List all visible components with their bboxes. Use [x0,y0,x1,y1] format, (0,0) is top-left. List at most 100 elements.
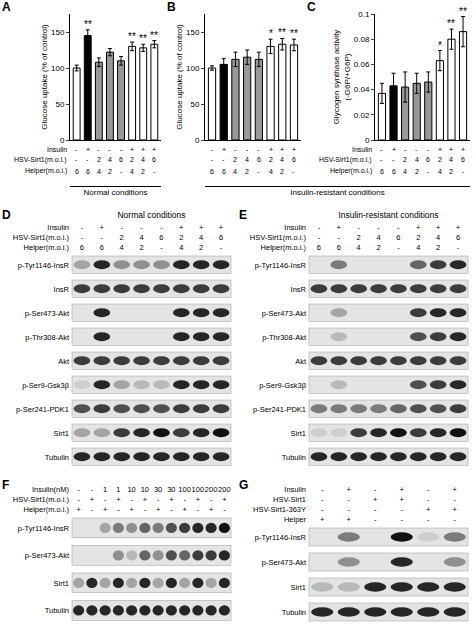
svg-text:100: 100 [51,64,65,73]
svg-text:+: + [392,146,396,153]
svg-text:4: 4 [403,168,407,175]
svg-text:Glucose uptake (% of control): Glucose uptake (% of control) [175,24,184,130]
svg-text:p-Thr308-Akt: p-Thr308-Akt [262,333,307,342]
svg-text:+: + [156,505,161,514]
svg-text:-: - [348,505,351,514]
svg-text:2: 2 [415,168,419,175]
svg-text:-: - [374,505,377,514]
svg-text:**: ** [290,28,298,39]
svg-text:2: 2 [280,168,284,175]
svg-text:6: 6 [257,156,261,163]
svg-text:4: 4 [416,243,420,252]
svg-text:2: 2 [97,156,101,163]
svg-text:*: * [438,40,442,51]
svg-text:6: 6 [292,156,296,163]
svg-text:2: 2 [357,233,361,242]
svg-text:2: 2 [233,156,237,163]
svg-text:4: 4 [269,168,273,175]
svg-text:-: - [211,156,214,163]
svg-text:+: + [143,495,148,504]
svg-text:2: 2 [139,243,143,252]
svg-text:+: + [347,515,352,524]
svg-text:-: - [77,495,80,504]
svg-text:**: ** [459,6,467,17]
svg-text:6: 6 [210,168,214,175]
svg-text:Insulin(nM): Insulin(nM) [32,485,70,494]
svg-text:-: - [220,243,223,252]
svg-text:Glycogen synthase activity(-G6: Glycogen synthase activity(-G6P/+G6P) [332,30,351,125]
svg-text:10: 10 [127,485,135,494]
svg-text:Insulin: Insulin [284,223,306,232]
svg-text:**: ** [150,30,158,41]
svg-text:-: - [75,146,78,153]
svg-text:+: + [269,146,273,153]
svg-text:-: - [81,233,84,242]
svg-text:-: - [222,156,225,163]
svg-text:2: 2 [120,233,124,242]
svg-text:-: - [457,243,460,252]
svg-text:-: - [292,168,295,175]
svg-text:4: 4 [415,156,419,163]
svg-text:+: + [179,223,184,232]
svg-text:-: - [377,223,380,232]
svg-text:Helper(m.o.i.): Helper(m.o.i.) [24,243,70,252]
svg-text:p-Ser9-Gsk3β: p-Ser9-Gsk3β [22,381,70,390]
svg-text:6: 6 [80,243,84,252]
svg-text:-: - [211,146,214,153]
svg-text:-: - [108,146,111,153]
svg-text:+: + [103,505,108,514]
svg-text:+: + [453,505,458,514]
svg-text:2: 2 [130,156,134,163]
svg-text:+: + [426,505,431,514]
svg-text:+: + [449,146,453,153]
svg-text:E: E [239,208,247,222]
svg-text:p-Ser473-Akt: p-Ser473-Akt [262,309,307,318]
svg-text:6: 6 [152,156,156,163]
svg-text:*: * [269,28,273,39]
svg-text:4: 4 [436,233,440,242]
svg-text:100: 100 [178,485,191,494]
svg-text:+: + [320,515,325,524]
svg-text:Helper(m.o.i.): Helper(m.o.i.) [261,243,307,252]
svg-text:4: 4 [130,168,134,175]
svg-text:-: - [462,168,465,175]
svg-text:2: 2 [438,156,442,163]
svg-text:+: + [169,495,174,504]
svg-text:-: - [321,505,324,514]
svg-text:2: 2 [245,168,249,175]
svg-text:-: - [318,223,321,232]
svg-text:**: ** [84,19,92,30]
svg-text:+: + [222,495,227,504]
svg-text:+: + [130,146,134,153]
svg-text:HSV-Sirt1(m.o.i.): HSV-Sirt1(m.o.i.) [13,495,70,504]
svg-text:+: + [337,223,342,232]
svg-text:4: 4 [245,156,249,163]
svg-text:-: - [427,146,430,153]
svg-text:+: + [90,495,95,504]
svg-text:+: + [416,223,421,232]
svg-text:Akt: Akt [58,357,70,366]
svg-text:-: - [210,495,213,504]
svg-text:Tubulin: Tubulin [282,453,306,462]
svg-text:+: + [219,223,224,232]
svg-text:+: + [86,146,90,153]
svg-text:+: + [182,505,187,514]
svg-text:-: - [404,146,407,153]
svg-text:10: 10 [141,485,149,494]
svg-text:Tubulin: Tubulin [45,453,69,462]
svg-text:6: 6 [222,168,226,175]
svg-text:p-Tyr1146-InsR: p-Tyr1146-InsR [18,524,70,533]
svg-text:+: + [292,146,296,153]
svg-text:+: + [438,146,442,153]
svg-text:p-Ser473-Akt: p-Ser473-Akt [262,558,307,567]
svg-text:6: 6 [456,233,460,242]
svg-text:-: - [157,495,160,504]
svg-text:Tubulin: Tubulin [45,606,69,615]
svg-text:-: - [160,223,163,232]
svg-text:-: - [130,495,133,504]
svg-text:+: + [141,146,145,153]
svg-text:1: 1 [103,485,107,494]
svg-text:2: 2 [199,243,203,252]
svg-text:InsR: InsR [291,285,307,294]
svg-text:-: - [75,156,78,163]
